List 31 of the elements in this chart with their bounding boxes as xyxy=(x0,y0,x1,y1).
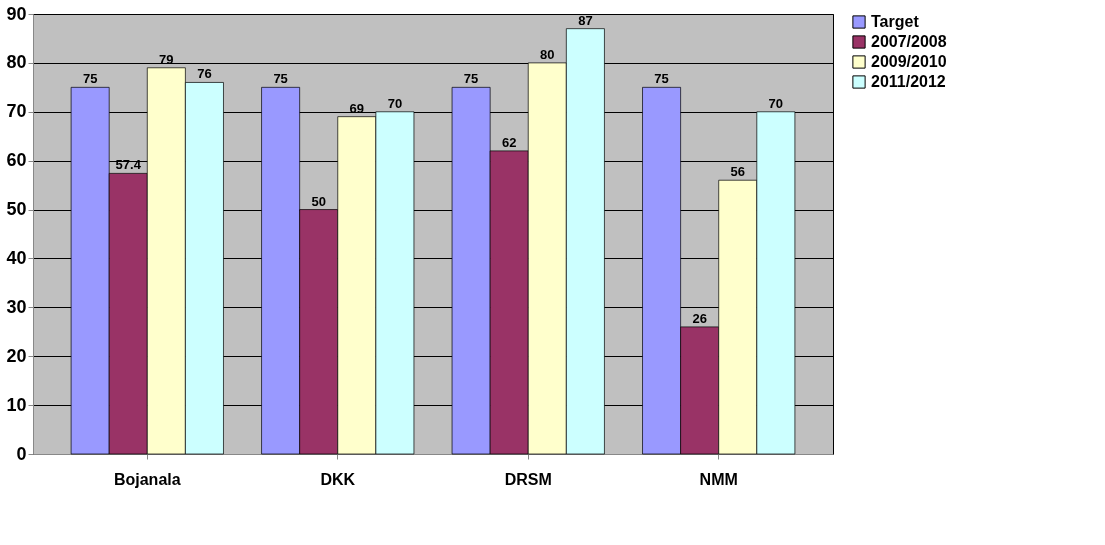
data-label: 62 xyxy=(501,134,517,150)
y-tick-label: 70 xyxy=(6,101,27,122)
data-label: 76 xyxy=(197,66,212,82)
y-tick-label: 10 xyxy=(6,394,27,415)
y-tick-label: 40 xyxy=(6,247,27,268)
data-label: 75 xyxy=(82,71,98,87)
data-label: 75 xyxy=(463,71,479,87)
y-tick-label: 30 xyxy=(6,296,27,317)
legend-label: 2007/2008 xyxy=(871,33,947,50)
data-label: 75 xyxy=(273,71,288,87)
x-tick-label: NMM xyxy=(699,470,738,488)
y-tick-label: 60 xyxy=(6,150,27,171)
data-label: 26 xyxy=(692,310,707,326)
y-tick-label: 50 xyxy=(6,199,27,220)
legend-label: 2011/2012 xyxy=(871,73,946,90)
data-label: 87 xyxy=(578,12,593,28)
legend-label: 2009/2010 xyxy=(871,53,947,70)
x-tick-label: Bojanala xyxy=(113,470,181,488)
y-tick-label: 80 xyxy=(6,52,27,73)
data-label: 70 xyxy=(768,95,784,111)
data-label: 75 xyxy=(654,71,669,87)
y-tick-label: 90 xyxy=(6,3,27,24)
legend-label: Target xyxy=(871,13,920,30)
data-label: 80 xyxy=(540,46,555,62)
y-tick-label: 0 xyxy=(16,443,27,464)
data-label: 70 xyxy=(387,95,403,111)
data-label: 56 xyxy=(730,164,745,180)
x-tick-label: DRSM xyxy=(504,470,552,488)
x-tick-label: DKK xyxy=(320,470,356,488)
y-tick-label: 20 xyxy=(6,345,27,366)
data-label: 50 xyxy=(311,193,326,209)
